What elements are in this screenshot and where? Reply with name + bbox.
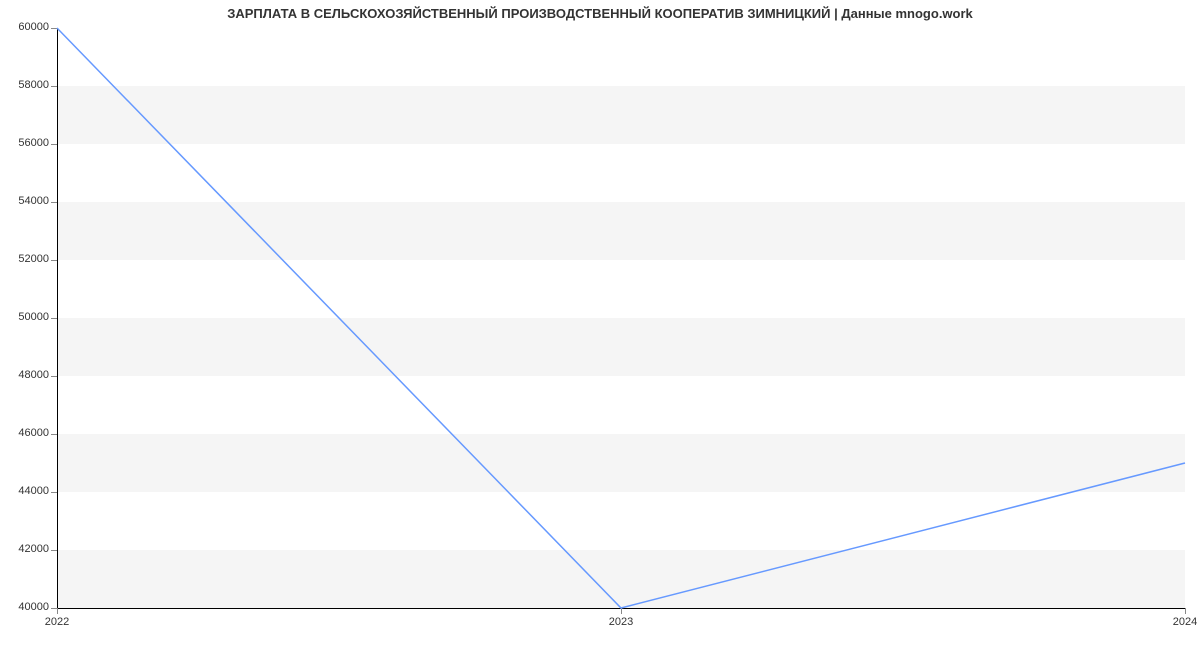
x-tick-label: 2023 bbox=[591, 616, 651, 628]
y-tick-label: 52000 bbox=[7, 253, 49, 265]
x-tick-label: 2022 bbox=[27, 616, 87, 628]
y-tick-label: 42000 bbox=[7, 543, 49, 555]
y-tick-label: 54000 bbox=[7, 195, 49, 207]
y-tick-label: 50000 bbox=[7, 311, 49, 323]
y-tick-label: 40000 bbox=[7, 601, 49, 613]
chart-title: ЗАРПЛАТА В СЕЛЬСКОХОЗЯЙСТВЕННЫЙ ПРОИЗВОД… bbox=[0, 6, 1200, 21]
salary-line-chart: ЗАРПЛАТА В СЕЛЬСКОХОЗЯЙСТВЕННЫЙ ПРОИЗВОД… bbox=[0, 0, 1200, 650]
y-tick-label: 48000 bbox=[7, 369, 49, 381]
x-tick-mark bbox=[57, 608, 58, 614]
y-tick-label: 60000 bbox=[7, 21, 49, 33]
line-series bbox=[57, 28, 1185, 608]
salary-line bbox=[57, 28, 1185, 608]
plot-area: 4000042000440004600048000500005200054000… bbox=[57, 28, 1185, 608]
y-tick-label: 56000 bbox=[7, 137, 49, 149]
x-tick-mark bbox=[621, 608, 622, 614]
x-tick-label: 2024 bbox=[1155, 616, 1200, 628]
y-tick-label: 46000 bbox=[7, 427, 49, 439]
y-tick-label: 44000 bbox=[7, 485, 49, 497]
y-tick-label: 58000 bbox=[7, 79, 49, 91]
x-tick-mark bbox=[1185, 608, 1186, 614]
